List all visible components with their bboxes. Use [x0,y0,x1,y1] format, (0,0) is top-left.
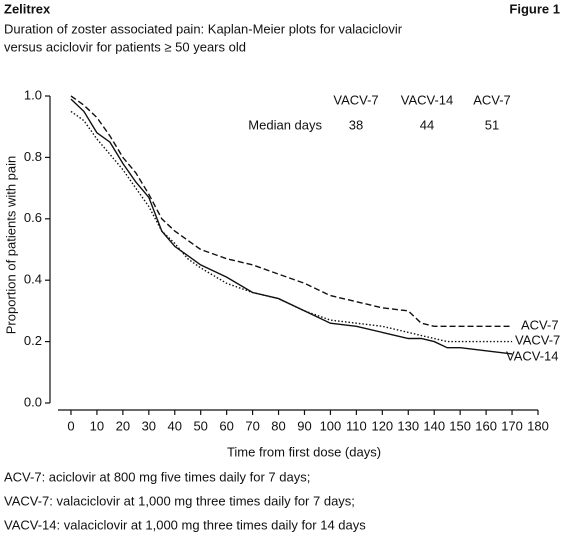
table-column-header: ACV-7 [473,92,511,107]
x-axis-label: Time from first dose (days) [227,444,381,459]
table-cell: 44 [420,117,434,132]
series-line [70,110,513,343]
x-tick-label: 120 [371,418,393,433]
x-tick-label: 50 [193,418,207,433]
x-tick-label: 60 [219,418,233,433]
y-tick-label: 0.6 [24,210,42,225]
series-label: ACV-7 [521,317,559,332]
table-column-header: VACV-7 [333,92,378,107]
y-tick-label: 1.0 [24,87,42,102]
y-tick-label: 0.0 [24,394,42,409]
x-tick-label: 90 [297,418,311,433]
x-tick-label: 110 [346,418,367,433]
x-tick-label: 70 [245,418,259,433]
table-column-header: VACV-14 [401,92,454,107]
footnote: ACV-7: aciclovir at 800 mg five times da… [4,469,310,484]
footnote: VACV-7: valaciclovir at 1,000 mg three t… [4,493,355,508]
chart-title-line2: versus aciclovir for patients ≥ 50 years… [4,39,246,54]
header: Zelitrex [4,1,51,16]
table-cell: 38 [349,117,363,132]
series-label: VACV-7 [515,332,560,347]
footnote: VACV-14: valaciclovir at 1,000 mg three … [4,517,366,532]
x-tick-label: 140 [423,418,445,433]
y-tick-label: 0.4 [24,272,42,287]
series-line [70,98,513,355]
x-tick-label: 0 [67,418,74,433]
y-axis-label: Proportion of patients with pain [3,156,18,335]
x-tick-label: 40 [168,418,182,433]
y-tick-label: 0.8 [24,149,42,164]
table-row-label: Median days [248,117,322,132]
chart-title: Duration of zoster associated pain: Kapl… [4,21,403,36]
x-tick-label: 130 [397,418,419,433]
x-tick-label: 170 [501,418,523,433]
x-tick-label: 10 [90,418,104,433]
table-cell: 51 [485,117,499,132]
y-tick-label: 0.2 [24,333,42,348]
figure-label: Figure 1 [509,1,560,16]
series-label: VACV-14 [506,348,559,363]
x-tick-label: 160 [475,418,497,433]
x-tick-label: 20 [116,418,130,433]
x-tick-label: 150 [449,418,471,433]
series-line [70,95,513,327]
x-tick-label: 100 [320,418,342,433]
x-tick-label: 30 [142,418,156,433]
x-tick-label: 180 [527,418,549,433]
x-tick-label: 80 [271,418,285,433]
